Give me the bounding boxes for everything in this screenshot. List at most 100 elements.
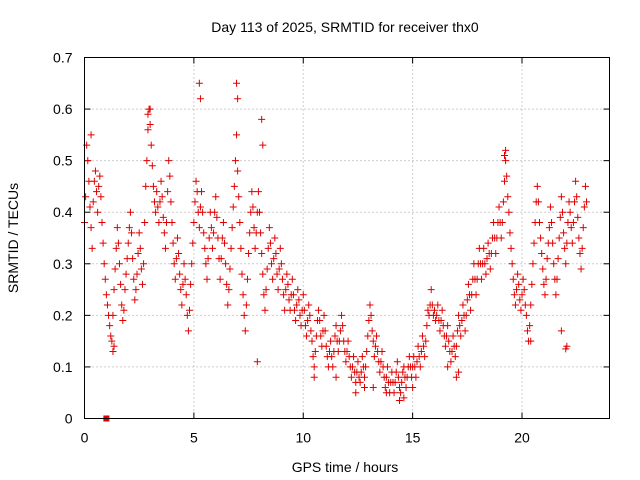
data-point bbox=[518, 291, 526, 299]
data-point bbox=[230, 182, 238, 190]
data-point bbox=[134, 249, 142, 257]
data-point bbox=[116, 260, 123, 268]
data-point bbox=[157, 177, 165, 185]
data-point bbox=[295, 296, 303, 304]
data-point bbox=[258, 115, 266, 123]
data-point bbox=[376, 368, 384, 376]
data-point bbox=[254, 188, 262, 196]
data-point bbox=[210, 229, 218, 237]
data-point bbox=[126, 208, 134, 216]
y-tick-label: 0.2 bbox=[53, 307, 73, 323]
data-point bbox=[358, 353, 366, 361]
data-point bbox=[133, 270, 141, 278]
data-point bbox=[142, 182, 150, 190]
data-point bbox=[191, 198, 199, 206]
data-point bbox=[304, 317, 312, 325]
data-point bbox=[527, 301, 535, 309]
data-point bbox=[263, 265, 271, 273]
data-point bbox=[256, 208, 263, 216]
data-point bbox=[200, 229, 208, 237]
data-point bbox=[261, 306, 269, 314]
data-point bbox=[262, 286, 270, 294]
data-point bbox=[225, 286, 233, 294]
data-point bbox=[164, 188, 172, 196]
data-point bbox=[204, 255, 212, 263]
data-point bbox=[226, 265, 234, 273]
data-point bbox=[561, 244, 569, 252]
data-point bbox=[243, 275, 251, 283]
data-point bbox=[144, 110, 152, 118]
data-point bbox=[381, 384, 389, 392]
data-point bbox=[166, 172, 174, 180]
data-point bbox=[196, 95, 204, 103]
data-point bbox=[350, 353, 358, 361]
data-point bbox=[539, 265, 547, 273]
y-axis-label: SRMTID / TECUs bbox=[5, 183, 21, 293]
data-point bbox=[276, 244, 284, 252]
x-tick-label: 0 bbox=[81, 430, 89, 446]
data-point bbox=[449, 332, 457, 340]
data-point bbox=[527, 337, 535, 345]
data-point bbox=[234, 95, 242, 103]
data-point bbox=[222, 260, 230, 268]
data-point bbox=[579, 224, 587, 232]
data-point bbox=[571, 198, 578, 206]
data-point bbox=[369, 384, 377, 392]
data-point bbox=[213, 213, 221, 221]
data-point bbox=[283, 270, 291, 278]
data-point bbox=[153, 188, 161, 196]
data-point bbox=[171, 275, 179, 283]
data-point bbox=[138, 280, 146, 288]
data-point bbox=[247, 208, 255, 216]
data-point bbox=[285, 296, 293, 304]
data-point bbox=[310, 363, 318, 371]
data-point bbox=[239, 291, 247, 299]
data-point bbox=[541, 291, 549, 299]
data-point bbox=[361, 384, 368, 392]
x-tick-label: 5 bbox=[190, 430, 198, 446]
data-point bbox=[146, 105, 154, 113]
data-point bbox=[296, 311, 304, 319]
data-point bbox=[505, 208, 513, 216]
y-tick-label: 0.5 bbox=[53, 153, 73, 169]
data-point bbox=[543, 255, 551, 263]
data-point bbox=[456, 322, 464, 330]
data-point bbox=[93, 188, 101, 196]
data-point bbox=[513, 286, 521, 294]
data-point bbox=[96, 172, 104, 180]
data-point bbox=[167, 198, 175, 206]
data-point bbox=[445, 337, 453, 345]
data-point bbox=[135, 229, 143, 237]
data-point bbox=[422, 337, 430, 345]
data-point bbox=[383, 363, 391, 371]
data-point bbox=[242, 301, 250, 309]
data-point bbox=[545, 224, 553, 232]
data-point bbox=[189, 239, 197, 247]
data-point bbox=[165, 157, 173, 165]
data-point bbox=[334, 347, 342, 355]
data-point bbox=[371, 342, 379, 350]
data-point bbox=[158, 193, 166, 201]
data-point bbox=[409, 384, 417, 392]
data-point bbox=[391, 378, 399, 386]
data-point bbox=[87, 224, 95, 232]
data-point bbox=[170, 260, 178, 268]
data-point bbox=[498, 219, 506, 227]
data-point bbox=[497, 234, 505, 242]
data-point bbox=[241, 327, 249, 335]
data-point bbox=[301, 322, 309, 330]
data-point bbox=[229, 203, 237, 211]
data-point bbox=[203, 275, 211, 283]
data-point bbox=[212, 193, 220, 201]
x-tick-label: 20 bbox=[514, 430, 530, 446]
data-point bbox=[437, 317, 445, 325]
data-point bbox=[190, 219, 198, 227]
data-point bbox=[211, 208, 219, 216]
data-point bbox=[574, 213, 582, 221]
data-point bbox=[205, 234, 213, 242]
data-point bbox=[282, 286, 290, 294]
data-point bbox=[400, 394, 408, 402]
data-point bbox=[467, 306, 475, 314]
data-point bbox=[464, 280, 472, 288]
data-point bbox=[317, 332, 325, 340]
